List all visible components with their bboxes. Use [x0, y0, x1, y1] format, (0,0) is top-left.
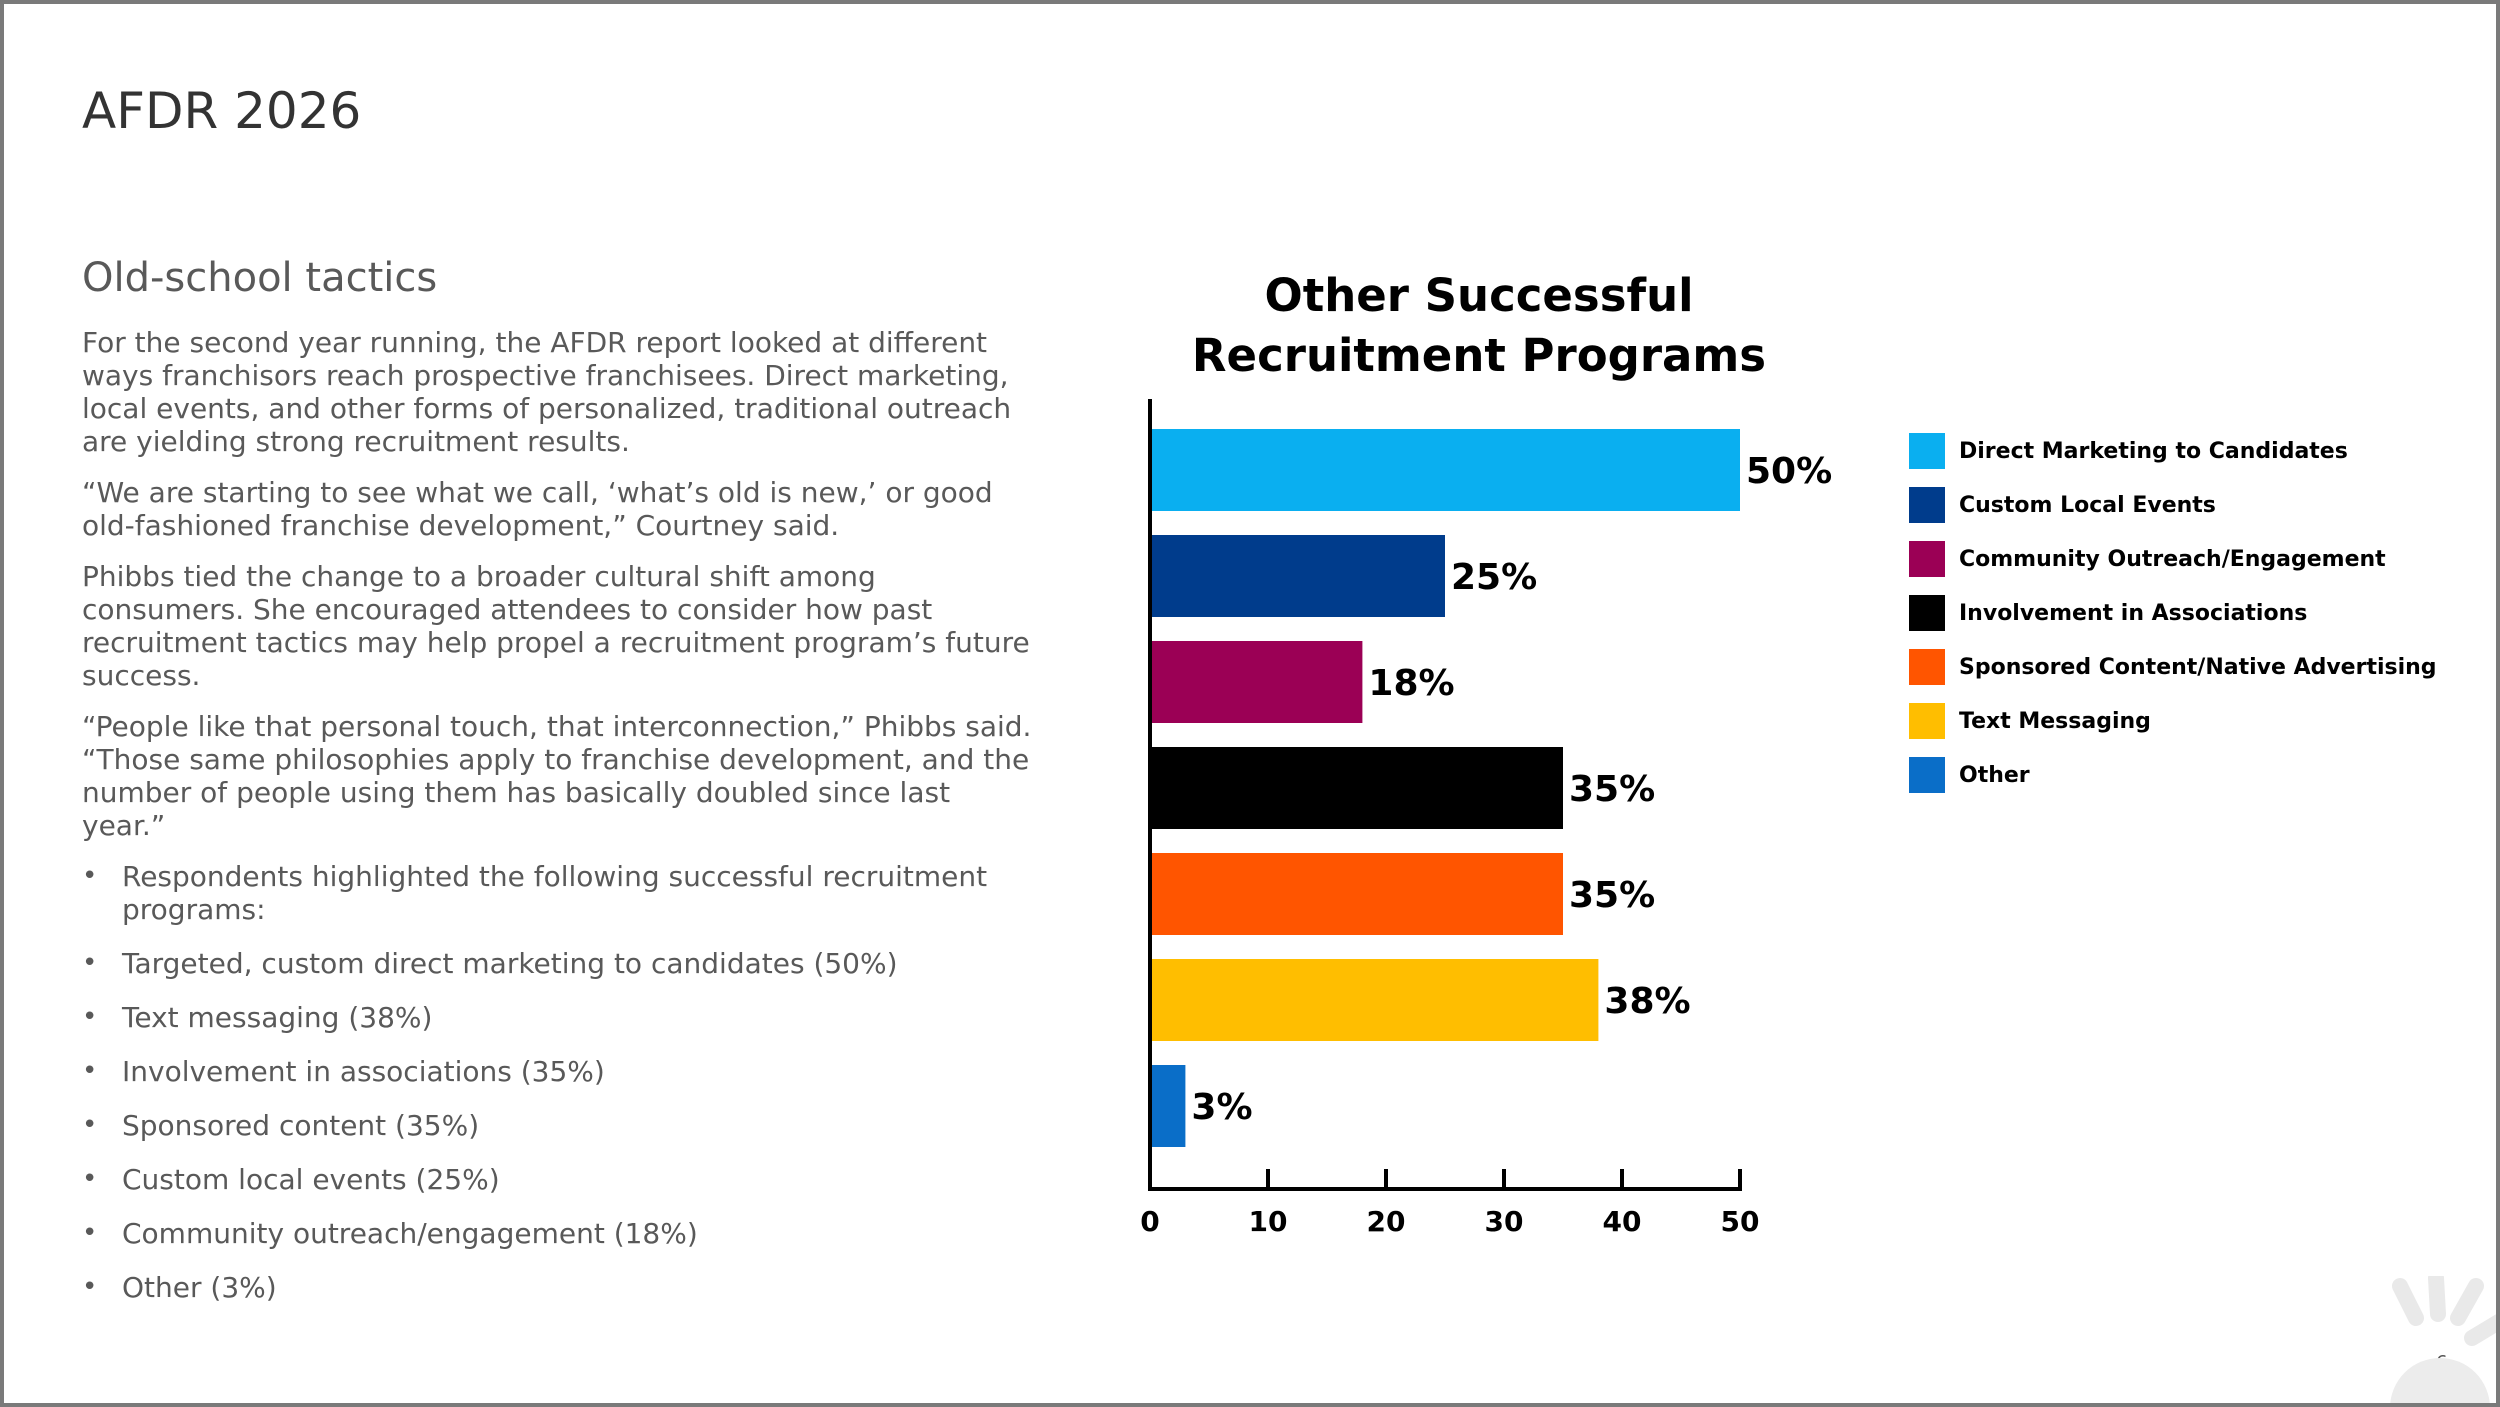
bar-value-label: 3% — [1191, 1087, 1252, 1128]
bar — [1150, 429, 1740, 511]
bullet-item: Involvement in associations (35%) — [82, 1055, 1042, 1088]
paragraph: “People like that personal touch, that i… — [82, 710, 1032, 842]
legend-swatch — [1909, 757, 1945, 793]
text-column: Old-school tactics For the second year r… — [82, 254, 1042, 1325]
bar — [1150, 1065, 1186, 1147]
bar-value-label: 35% — [1569, 875, 1655, 916]
bullet-item: Community outreach/engagement (18%) — [82, 1217, 1042, 1250]
bar — [1150, 747, 1563, 829]
x-tick-label: 0 — [1140, 1205, 1159, 1238]
bullet-item: Respondents highlighted the following su… — [82, 860, 1042, 926]
bullet-item: Sponsored content (35%) — [82, 1109, 1042, 1142]
bar-value-label: 38% — [1604, 981, 1690, 1022]
legend-item: Involvement in Associations — [1909, 594, 2437, 632]
paragraph: For the second year running, the AFDR re… — [82, 326, 1012, 458]
bar-chart: 50% 25% 18% 35% 35% 38% 3% 0 10 20 30 40 50 — [1140, 399, 1832, 1238]
legend-label: Text Messaging — [1959, 708, 2151, 734]
x-tick-label: 20 — [1367, 1205, 1406, 1238]
legend-swatch — [1909, 541, 1945, 577]
bullet-item: Other (3%) — [82, 1271, 1042, 1304]
bullet-list: Respondents highlighted the following su… — [82, 860, 1042, 1304]
legend-swatch — [1909, 649, 1945, 685]
legend-label: Custom Local Events — [1959, 492, 2216, 518]
legend-label: Community Outreach/Engagement — [1959, 546, 2386, 572]
legend-swatch — [1909, 595, 1945, 631]
legend-item: Sponsored Content/Native Advertising — [1909, 648, 2437, 686]
legend-item: Other — [1909, 756, 2437, 794]
chart-legend: Direct Marketing to Candidates Custom Loc… — [1909, 432, 2437, 810]
x-tick-label: 10 — [1249, 1205, 1288, 1238]
bullet-item: Custom local events (25%) — [82, 1163, 1042, 1196]
x-tick-label: 30 — [1485, 1205, 1524, 1238]
x-tick-label: 40 — [1603, 1205, 1642, 1238]
brand-logo-icon — [2390, 1276, 2496, 1403]
paragraph: Phibbs tied the change to a broader cult… — [82, 560, 1030, 692]
legend-item: Text Messaging — [1909, 702, 2437, 740]
bar-value-label: 25% — [1451, 557, 1537, 598]
slide-title: AFDR 2026 — [82, 82, 362, 140]
chart-title: Other Successful Recruitment Programs — [1191, 269, 1767, 382]
bullet-item: Targeted, custom direct marketing to can… — [82, 947, 1042, 980]
legend-label: Other — [1959, 762, 2030, 788]
legend-label: Sponsored Content/Native Advertising — [1959, 654, 2437, 680]
legend-swatch — [1909, 703, 1945, 739]
bar-value-label: 18% — [1368, 663, 1454, 704]
legend-label: Involvement in Associations — [1959, 600, 2308, 626]
bar — [1150, 641, 1363, 723]
bullet-item: Text messaging (38%) — [82, 1001, 1042, 1034]
legend-label: Direct Marketing to Candidates — [1959, 438, 2348, 464]
legend-swatch — [1909, 487, 1945, 523]
legend-item: Community Outreach/Engagement — [1909, 540, 2437, 578]
bar — [1150, 959, 1599, 1041]
legend-item: Custom Local Events — [1909, 486, 2437, 524]
legend-swatch — [1909, 433, 1945, 469]
legend-item: Direct Marketing to Candidates — [1909, 432, 2437, 470]
bar — [1150, 853, 1563, 935]
bar-value-label: 35% — [1569, 769, 1655, 810]
x-tick-label: 50 — [1721, 1205, 1760, 1238]
bar — [1150, 535, 1445, 617]
section-subtitle: Old-school tactics — [82, 255, 438, 301]
paragraph: “We are starting to see what we call, ‘w… — [82, 476, 993, 542]
bar-value-label: 50% — [1746, 451, 1832, 492]
